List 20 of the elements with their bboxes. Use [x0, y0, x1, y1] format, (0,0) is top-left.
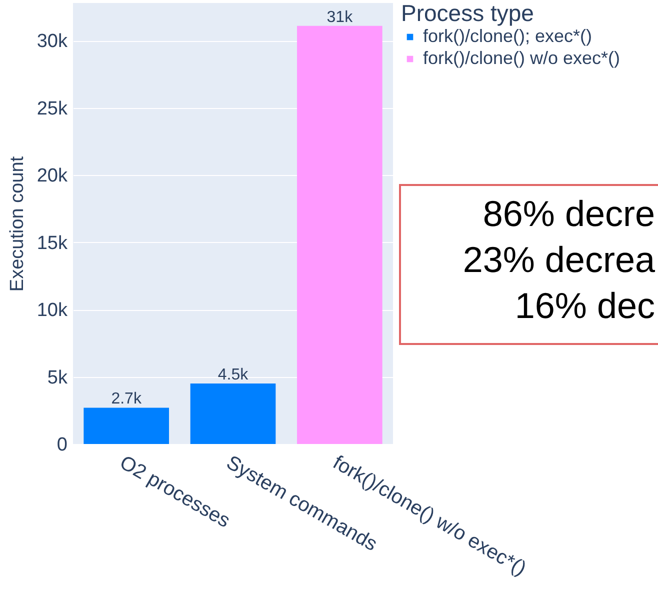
data-label: 2.7k	[111, 390, 142, 408]
bar	[297, 26, 382, 444]
text: 23% decrea	[462, 239, 656, 280]
y-tick-label: 15k	[36, 232, 68, 254]
bar	[190, 383, 276, 444]
text: 86% decre	[482, 193, 655, 234]
y-tick-label: 30k	[36, 31, 68, 52]
bar	[84, 408, 169, 444]
text: 16% dec	[514, 285, 655, 326]
legend-label: fork()/clone(); exec*()	[423, 26, 592, 46]
data-label: 4.5k	[218, 366, 250, 384]
legend-label: fork()/clone() w/o exec*()	[423, 48, 620, 68]
y-tick-label: 20k	[36, 166, 68, 187]
y-tick-label: 5k	[47, 367, 68, 388]
data-label: 31k	[326, 8, 354, 26]
y-tick-label: 10k	[36, 300, 68, 322]
y-tick-label: 25k	[36, 98, 68, 120]
legend-title: Process type	[401, 0, 534, 26]
y-axis-title: Execution count	[6, 156, 28, 292]
y-tick-label: 0	[56, 434, 68, 456]
